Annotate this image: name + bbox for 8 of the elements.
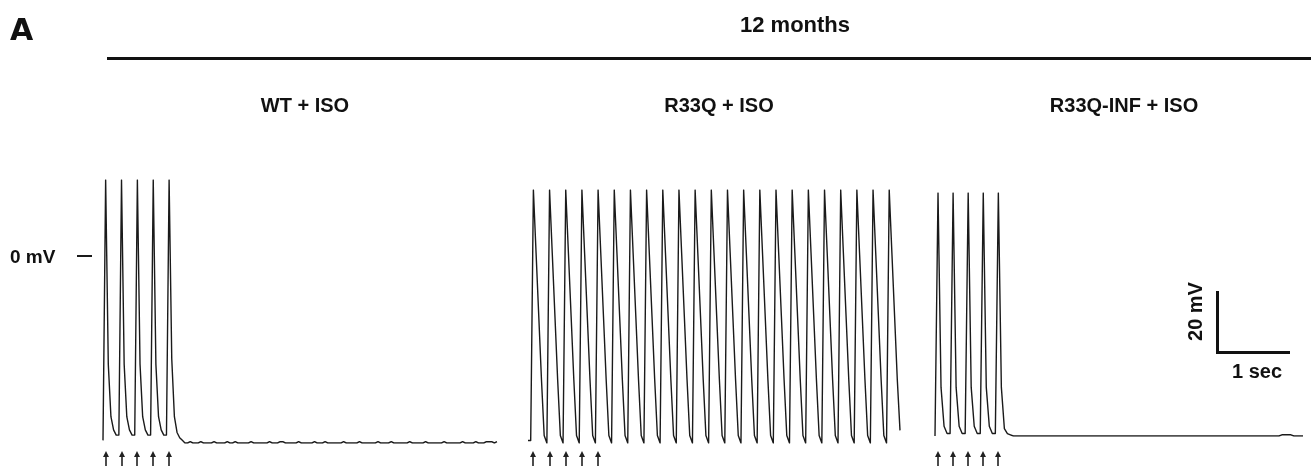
ref-line-label: 0 mV — [10, 246, 56, 269]
text: 12 months — [739, 12, 851, 38]
text: A — [10, 12, 34, 47]
annotation: 1 sec — [1232, 360, 1283, 383]
annotation: 20 mV — [1183, 281, 1207, 343]
chart-title: R33Q + ISO — [664, 94, 774, 116]
chart-title: WT + ISO — [260, 94, 350, 116]
chart-title: R33Q-INF + ISO — [1049, 94, 1199, 116]
